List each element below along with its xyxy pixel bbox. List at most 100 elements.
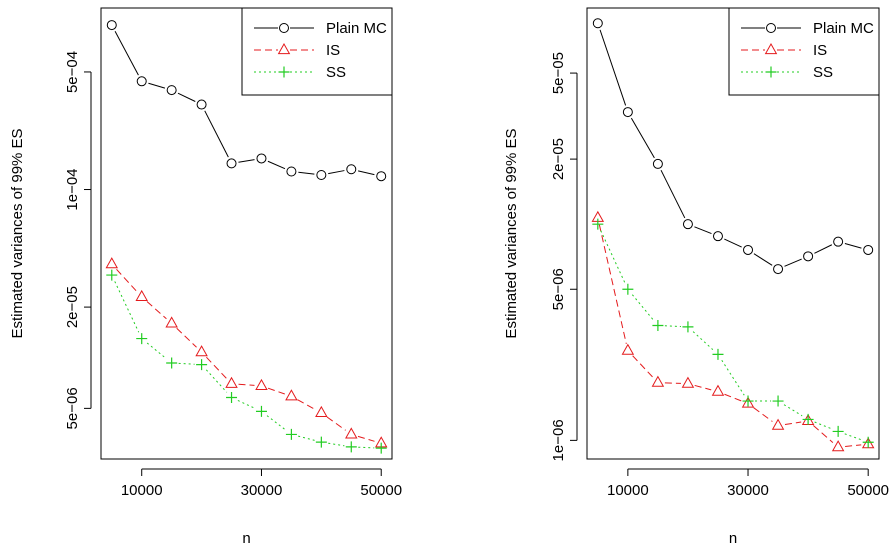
series-line-segment (178, 362, 195, 365)
legend-label: SS (326, 64, 346, 81)
series-line-segment (814, 421, 832, 430)
data-point (345, 427, 358, 439)
data-point (863, 244, 874, 255)
data-point (255, 405, 267, 417)
series-plus-3 (106, 269, 387, 454)
y-axis-label: Estimated variances of 99% ES (9, 128, 26, 338)
data-point (285, 428, 297, 440)
y-tick-label: 5e−04 (64, 51, 81, 93)
data-point (315, 436, 327, 448)
series-line-segment (114, 31, 139, 76)
series-line-segment (237, 400, 256, 409)
data-point (832, 425, 844, 437)
legend-label: IS (326, 42, 340, 59)
y-tick-label: 5e−06 (550, 268, 567, 310)
series-line-segment (598, 224, 627, 344)
chart-panel-2: 10000 30000 50000 n 1e−06 5e−06 2e−05 5e−05 Esti… (503, 7, 889, 547)
series-line-segment (206, 356, 228, 380)
series-line-segment (116, 268, 138, 293)
series-line-segment (813, 425, 834, 443)
legend-label: Plain MC (326, 20, 387, 37)
series-line-segment (664, 382, 681, 384)
series-plus-3 (592, 218, 874, 448)
series-line-segment (177, 92, 196, 102)
data-point (255, 378, 268, 391)
series-line-segment (660, 169, 686, 219)
legend-label: Plain MC (813, 20, 874, 37)
data-point (622, 283, 634, 295)
data-point (742, 395, 754, 407)
data-point (592, 18, 603, 29)
legend-marker (278, 66, 290, 78)
series-line-segment (114, 281, 140, 333)
series-line-segment (694, 384, 712, 391)
series-line-segment (298, 171, 315, 175)
data-point (165, 316, 178, 328)
data-point (861, 437, 875, 449)
series-line-segment (753, 253, 773, 266)
series-line-segment (176, 327, 197, 348)
series-line-segment (724, 393, 742, 402)
data-point (711, 384, 725, 396)
x-tick-label: 30000 (727, 482, 769, 499)
x-tick-label: 50000 (360, 482, 402, 499)
legend-marker (279, 23, 289, 33)
data-point (166, 357, 178, 369)
series-line-segment (630, 117, 655, 159)
series-line-segment (721, 359, 745, 396)
y-tick-label: 1e−04 (64, 168, 81, 210)
data-point (166, 85, 177, 96)
legend-label: IS (813, 42, 827, 59)
data-point (226, 158, 237, 169)
series-line-segment (357, 170, 375, 176)
x-axis-label: n (729, 530, 737, 547)
data-point (106, 20, 117, 31)
series-line-segment (204, 110, 229, 158)
data-point (136, 76, 147, 87)
data-point (135, 289, 148, 301)
data-point (772, 395, 784, 407)
series-line-segment (845, 444, 862, 447)
series-circle-1 (106, 20, 387, 182)
data-point (346, 164, 357, 175)
series-line-segment (357, 435, 375, 442)
data-point (592, 218, 604, 230)
data-point (652, 158, 663, 169)
data-point (226, 392, 238, 404)
legend-marker (277, 42, 291, 55)
data-point (225, 376, 238, 388)
data-point (286, 166, 297, 177)
legend-label: SS (813, 64, 833, 81)
data-point (622, 107, 633, 118)
series-triangle-2 (105, 257, 388, 448)
series-line-segment (146, 342, 167, 359)
legend: Plain MC IS SS (241, 7, 393, 96)
data-point (651, 375, 665, 387)
data-point (831, 440, 845, 452)
data-point (345, 441, 357, 453)
data-point (652, 319, 664, 331)
series-line-segment (358, 446, 375, 449)
series-line-segment (753, 407, 773, 422)
series-line-segment (814, 244, 833, 254)
legend: Plain MC IS SS (728, 7, 880, 96)
data-point (315, 405, 328, 417)
x-tick-label: 30000 (241, 482, 283, 499)
data-point (285, 389, 298, 401)
x-axis-label: n (242, 530, 250, 547)
series-line-segment (326, 416, 346, 431)
x-tick-label: 10000 (607, 482, 649, 499)
data-point (195, 345, 208, 357)
data-point (106, 269, 118, 281)
series-line-segment (238, 159, 255, 163)
data-point (196, 359, 208, 371)
y-tick-label: 5e−05 (550, 52, 567, 94)
legend-marker (765, 66, 777, 78)
data-point (682, 321, 694, 333)
series-line-segment (844, 433, 862, 441)
series-line-segment (266, 415, 287, 431)
series-line-segment (148, 82, 166, 89)
series-line-segment (784, 258, 802, 267)
data-point (316, 169, 327, 180)
